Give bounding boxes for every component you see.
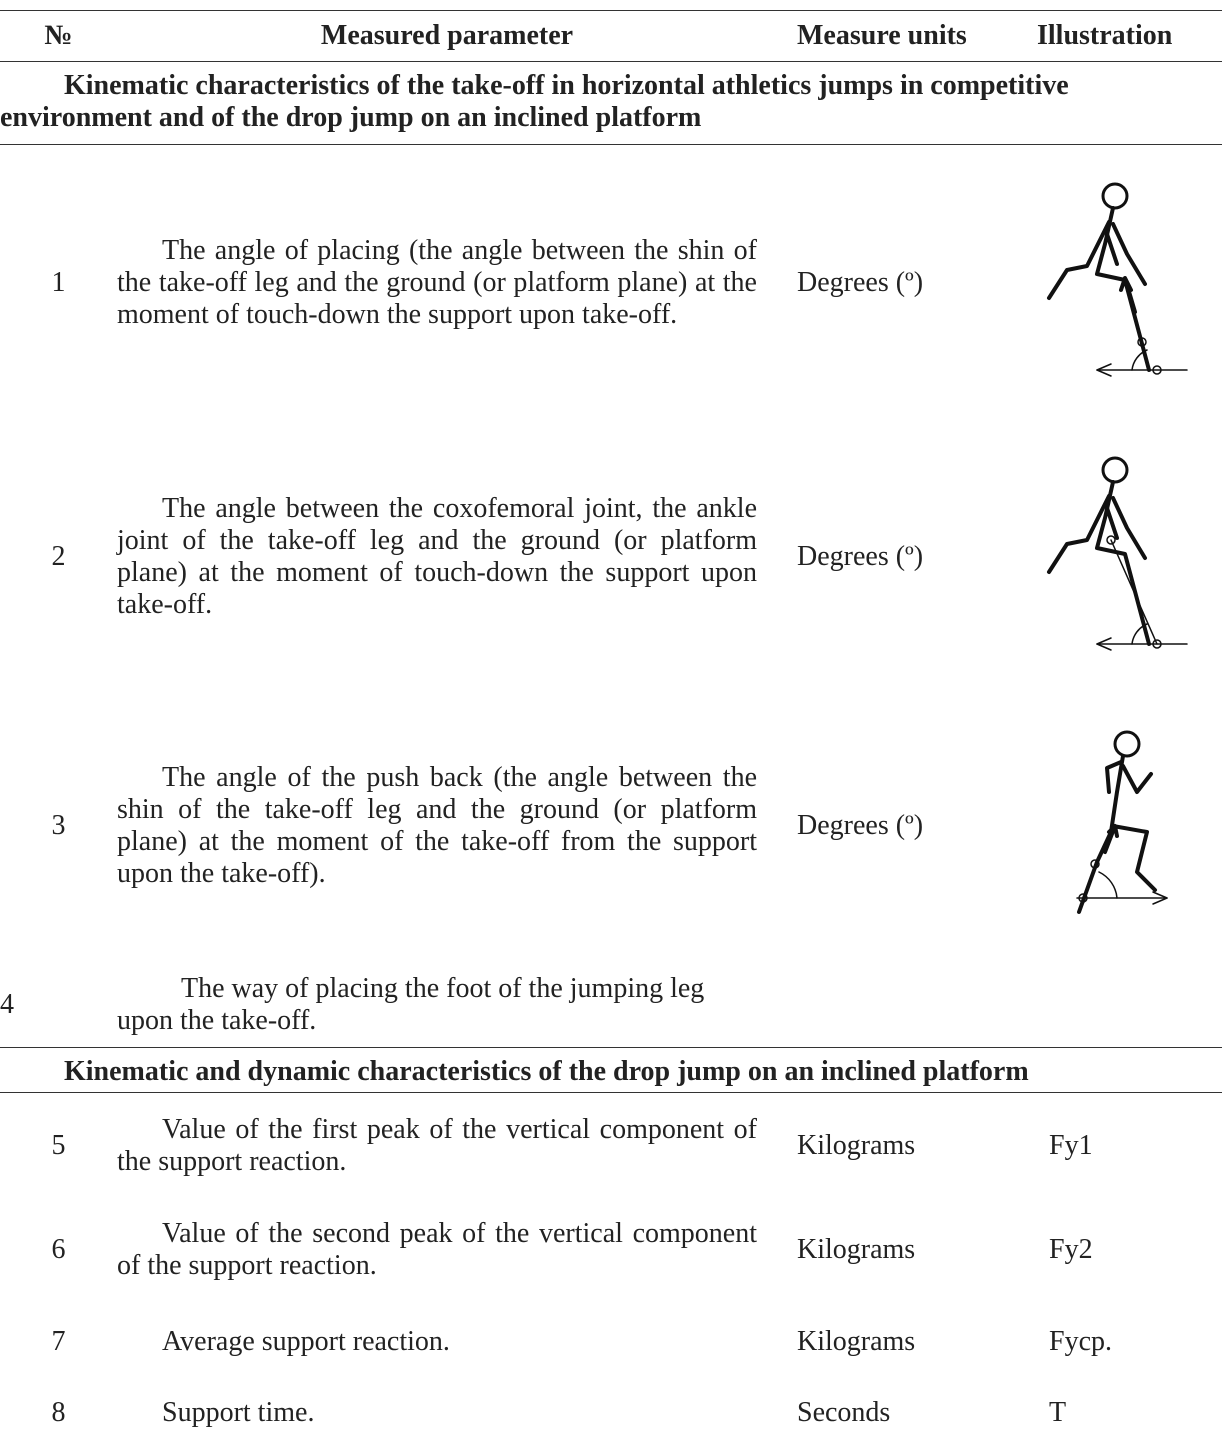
parameter: The way of placing the foot of the jumpi… <box>117 959 777 1048</box>
row-number: 8 <box>51 1396 66 1428</box>
parameter: Value of the first peak of the vertical … <box>117 1113 757 1177</box>
illustration: T <box>1049 1396 1067 1428</box>
header-cell: № <box>0 10 117 62</box>
header-row: № Measured parameter Measure units Illus… <box>0 10 1222 62</box>
row-number: 6 <box>51 1233 66 1265</box>
units: Kilograms <box>797 1325 916 1357</box>
units: Kilograms <box>797 1129 916 1161</box>
units: Seconds <box>797 1396 891 1428</box>
illustration <box>1037 422 1222 692</box>
row: 8 Support time. Seconds T <box>0 1383 1222 1443</box>
stick-figure <box>1047 182 1188 377</box>
illustration: Fy1 <box>1049 1129 1093 1161</box>
row-number: 2 <box>51 540 66 572</box>
section-title: Kinematic and dynamic characteristics of… <box>0 1047 1222 1093</box>
header-cell: Illustration <box>1037 10 1222 62</box>
units: Degrees (º) <box>797 267 924 299</box>
parameters-table: № Measured parameter Measure units Illus… <box>0 10 1222 1443</box>
section-row: Kinematic and dynamic characteristics of… <box>0 1047 1222 1093</box>
units: Kilograms <box>797 1233 916 1265</box>
parameter: The angle of placing (the angle between … <box>117 235 757 331</box>
row: 3 The angle of the push back (the angle … <box>0 692 1222 960</box>
row-number: 7 <box>51 1325 66 1357</box>
row-number: 4 <box>0 959 117 1048</box>
units <box>777 959 1037 1048</box>
row-number: 1 <box>51 267 66 299</box>
illustration <box>1037 145 1222 422</box>
section-row: Kinematic characteristics of the take-of… <box>0 61 1222 145</box>
row: 4 The way of placing the foot of the jum… <box>0 959 1222 1048</box>
section-title: Kinematic characteristics of the take-of… <box>0 61 1222 145</box>
header-cell: Measure units <box>777 10 1037 62</box>
parameter: The angle of the push back (the angle be… <box>117 761 757 889</box>
row-number: 3 <box>51 809 66 841</box>
illustration <box>1037 959 1222 1048</box>
row: 1 The angle of placing (the angle betwee… <box>0 145 1222 422</box>
stick-figure <box>1047 456 1188 651</box>
illustration: Fy2 <box>1049 1233 1093 1265</box>
row: 6 Value of the second peak of the vertic… <box>0 1199 1222 1301</box>
parameter: The angle between the coxofemoral joint,… <box>117 492 757 620</box>
header-cell: Measured parameter <box>117 10 777 62</box>
parameter: Support time. <box>162 1396 315 1428</box>
row-number: 5 <box>51 1129 66 1161</box>
stick-figure <box>1076 730 1168 914</box>
row: 7 Average support reaction. Kilograms Fy… <box>0 1301 1222 1383</box>
parameter: Average support reaction. <box>162 1325 450 1357</box>
illustration: Fycp. <box>1049 1325 1112 1357</box>
illustration <box>1037 692 1222 960</box>
row: 2 The angle between the coxofemoral join… <box>0 422 1222 692</box>
row: 5 Value of the first peak of the vertica… <box>0 1093 1222 1199</box>
units: Degrees (º) <box>797 809 924 841</box>
parameter: Value of the second peak of the vertical… <box>117 1217 757 1281</box>
units: Degrees (º) <box>797 540 924 572</box>
